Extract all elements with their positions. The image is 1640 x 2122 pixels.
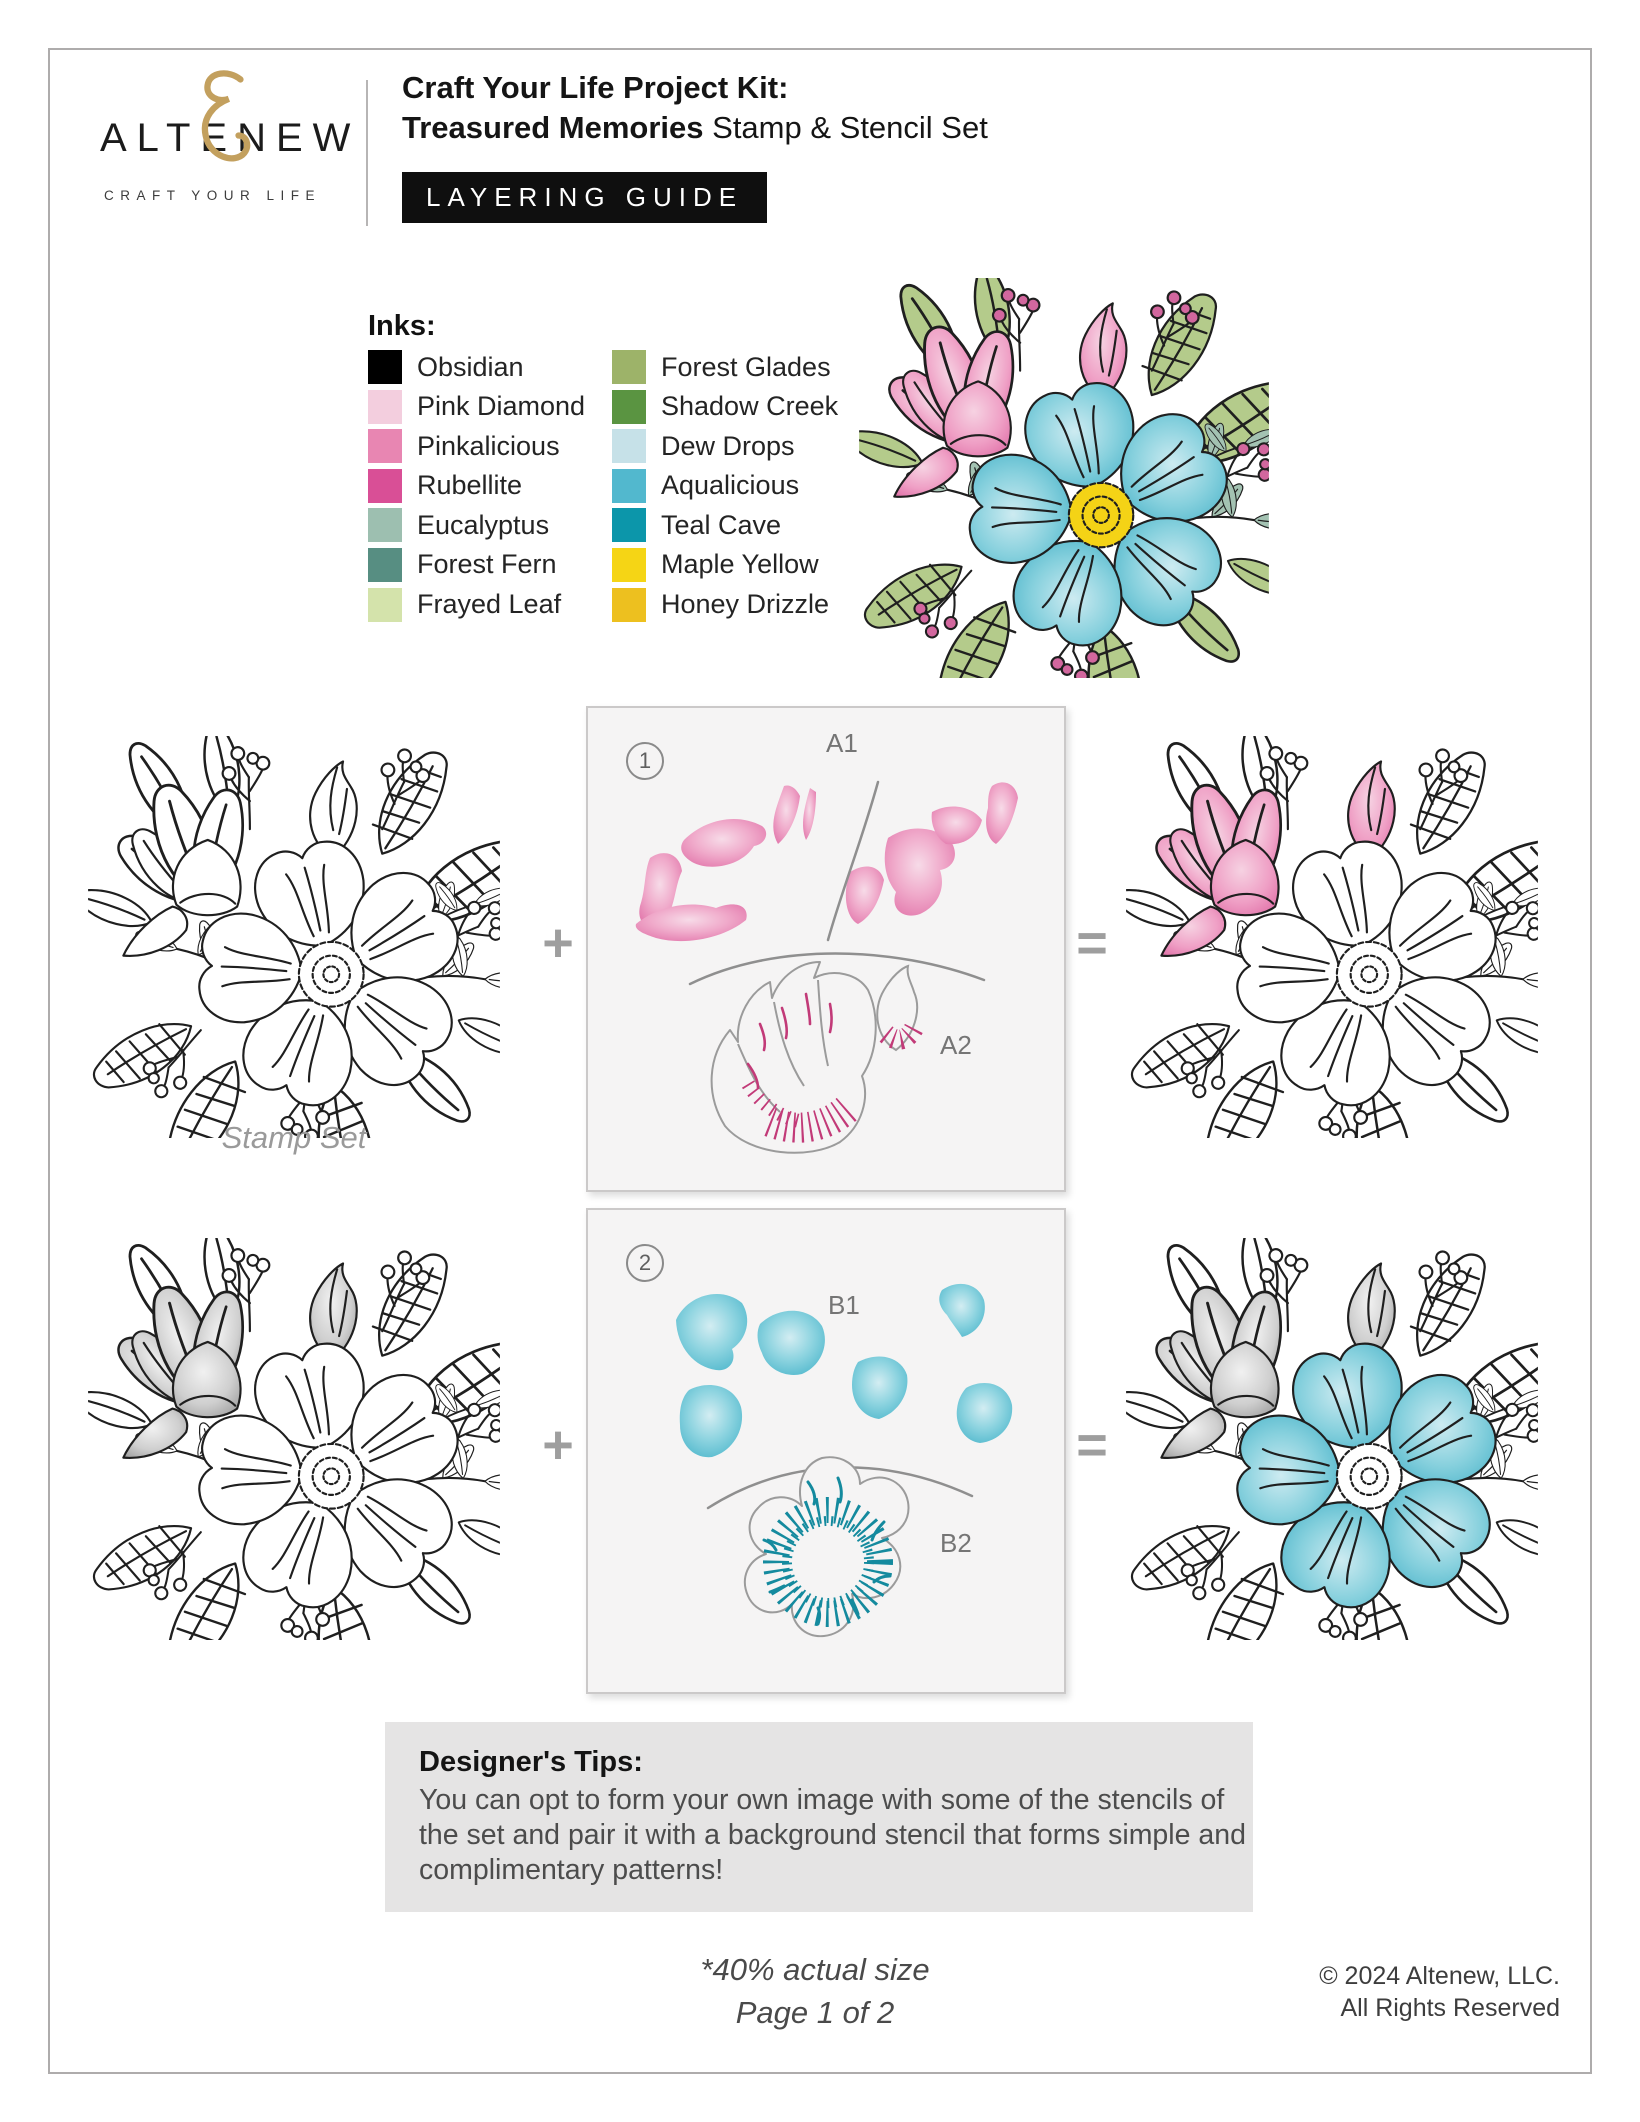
ink-name: Honey Drizzle — [661, 589, 830, 620]
stencil-label-b2: B2 — [940, 1528, 972, 1558]
designers-tips-box: Designer's Tips: You can opt to form you… — [385, 1722, 1253, 1912]
equals-sign-row2: = — [1076, 1415, 1108, 1475]
ink-item: Frayed Leaf — [368, 587, 585, 622]
ink-item: Rubellite — [368, 468, 585, 503]
plus-sign-row1: + — [542, 913, 574, 973]
ink-name: Frayed Leaf — [417, 589, 562, 620]
title-kit-name: Treasured Memories — [402, 110, 704, 145]
stencil-label-a1: A1 — [826, 728, 858, 758]
ink-swatch — [368, 350, 402, 384]
ink-name: Forest Glades — [661, 351, 831, 382]
result-image-row1 — [1124, 736, 1540, 1138]
ink-swatch — [368, 508, 402, 543]
logo-tagline: CRAFT YOUR LIFE — [104, 188, 322, 203]
stencil-label-a2: A2 — [940, 1030, 972, 1060]
ink-item: Dew Drops — [612, 429, 838, 464]
stencil-label-b1: B1 — [828, 1290, 860, 1320]
ink-swatch — [612, 429, 646, 464]
page-number: Page 1 of 2 — [735, 1995, 895, 2030]
inks-heading: Inks: — [368, 310, 436, 342]
tips-heading: Designer's Tips: — [419, 1746, 643, 1778]
ink-name: Maple Yellow — [661, 549, 819, 580]
stencil-panel-1: 1 A1 A2 — [586, 706, 1066, 1192]
ink-swatch — [612, 350, 646, 384]
result-image-row2 — [1124, 1238, 1540, 1640]
stamp-set-caption: Stamp Set — [221, 1120, 367, 1155]
ink-name: Aqualicious — [661, 470, 800, 501]
ink-item: Forest Fern — [368, 547, 585, 582]
ink-swatch — [368, 389, 402, 424]
header-divider — [366, 80, 368, 226]
ink-name: Eucalyptus — [417, 509, 550, 540]
stencil-a2-bud — [876, 964, 923, 1052]
stencil-panel-2-artwork — [676, 1283, 1013, 1638]
ink-name: Dew Drops — [661, 430, 795, 461]
colored-bouquet-preview — [858, 278, 1270, 678]
ink-swatch — [612, 547, 646, 582]
title-kit-type: Stamp & Stencil Set — [703, 110, 988, 145]
stencil-panel-2: 2 B1 B2 — [586, 1208, 1066, 1694]
altenew-logo: ALTENEW — [100, 116, 361, 160]
ampersand-flourish-icon — [201, 70, 251, 162]
ink-name: Rubellite — [417, 470, 523, 501]
ink-item: Honey Drizzle — [612, 587, 838, 622]
copyright-line2: All Rights Reserved — [1340, 1994, 1560, 2022]
ink-swatch — [612, 389, 646, 424]
ink-swatch — [368, 468, 402, 503]
ink-swatch — [368, 587, 402, 622]
ink-swatch — [368, 547, 402, 582]
previous-step-image-row2 — [86, 1238, 502, 1640]
ink-swatch — [612, 587, 646, 622]
step-number-badge: 2 — [626, 1244, 664, 1282]
stencil-a1-shapes — [635, 782, 1018, 942]
ink-item: Pinkalicious — [368, 429, 585, 464]
stencil-panel-1-artwork — [635, 780, 1018, 1154]
plus-sign-row2: + — [542, 1415, 574, 1475]
tips-body-line: the set and pair it with a background st… — [419, 1819, 1246, 1851]
ink-swatch — [612, 508, 646, 543]
ink-name: Pink Diamond — [417, 391, 586, 422]
equals-sign-row1: = — [1076, 913, 1108, 973]
ink-name: Forest Fern — [417, 549, 557, 580]
stencil-b1-shapes — [676, 1283, 1013, 1458]
inks-column-1: Obsidian Pink Diamond Pinkalicious Rubel… — [368, 350, 585, 627]
ink-item: Aqualicious — [612, 468, 838, 503]
ink-swatch — [612, 468, 646, 503]
stencil-b2-drawing — [743, 1456, 910, 1638]
ink-name: Shadow Creek — [661, 391, 839, 422]
ink-item: Pink Diamond — [368, 389, 586, 424]
ink-name: Obsidian — [417, 351, 524, 382]
ink-name: Pinkalicious — [417, 430, 560, 461]
scale-note: *40% actual size — [700, 1952, 930, 1987]
layering-guide-banner: LAYERING GUIDE — [402, 172, 768, 223]
ink-item: Shadow Creek — [612, 389, 839, 424]
tips-body-line: complimentary patterns! — [419, 1854, 724, 1886]
page-title-line2: Treasured Memories Stamp & Stencil Set — [402, 110, 988, 146]
ink-swatch — [368, 429, 402, 464]
ink-item: Obsidian — [368, 350, 585, 384]
step-number-badge: 1 — [626, 742, 664, 780]
ink-item: Teal Cave — [612, 508, 838, 543]
ink-item: Eucalyptus — [368, 508, 585, 543]
inks-column-2: Forest Glades Shadow Creek Dew Drops Aqu… — [612, 350, 838, 627]
ink-item: Maple Yellow — [612, 547, 838, 582]
copyright-line1: © 2024 Altenew, LLC. — [1319, 1962, 1560, 1990]
ink-name: Teal Cave — [661, 509, 782, 540]
stamp-set-outline-image — [86, 736, 502, 1138]
stencil-a2-drawing — [710, 961, 923, 1154]
ink-item: Forest Glades — [612, 350, 838, 384]
tips-body-line: You can opt to form your own image with … — [419, 1784, 1225, 1816]
stencil-guide-lines — [688, 780, 986, 986]
page-title-line1: Craft Your Life Project Kit: — [402, 70, 789, 105]
